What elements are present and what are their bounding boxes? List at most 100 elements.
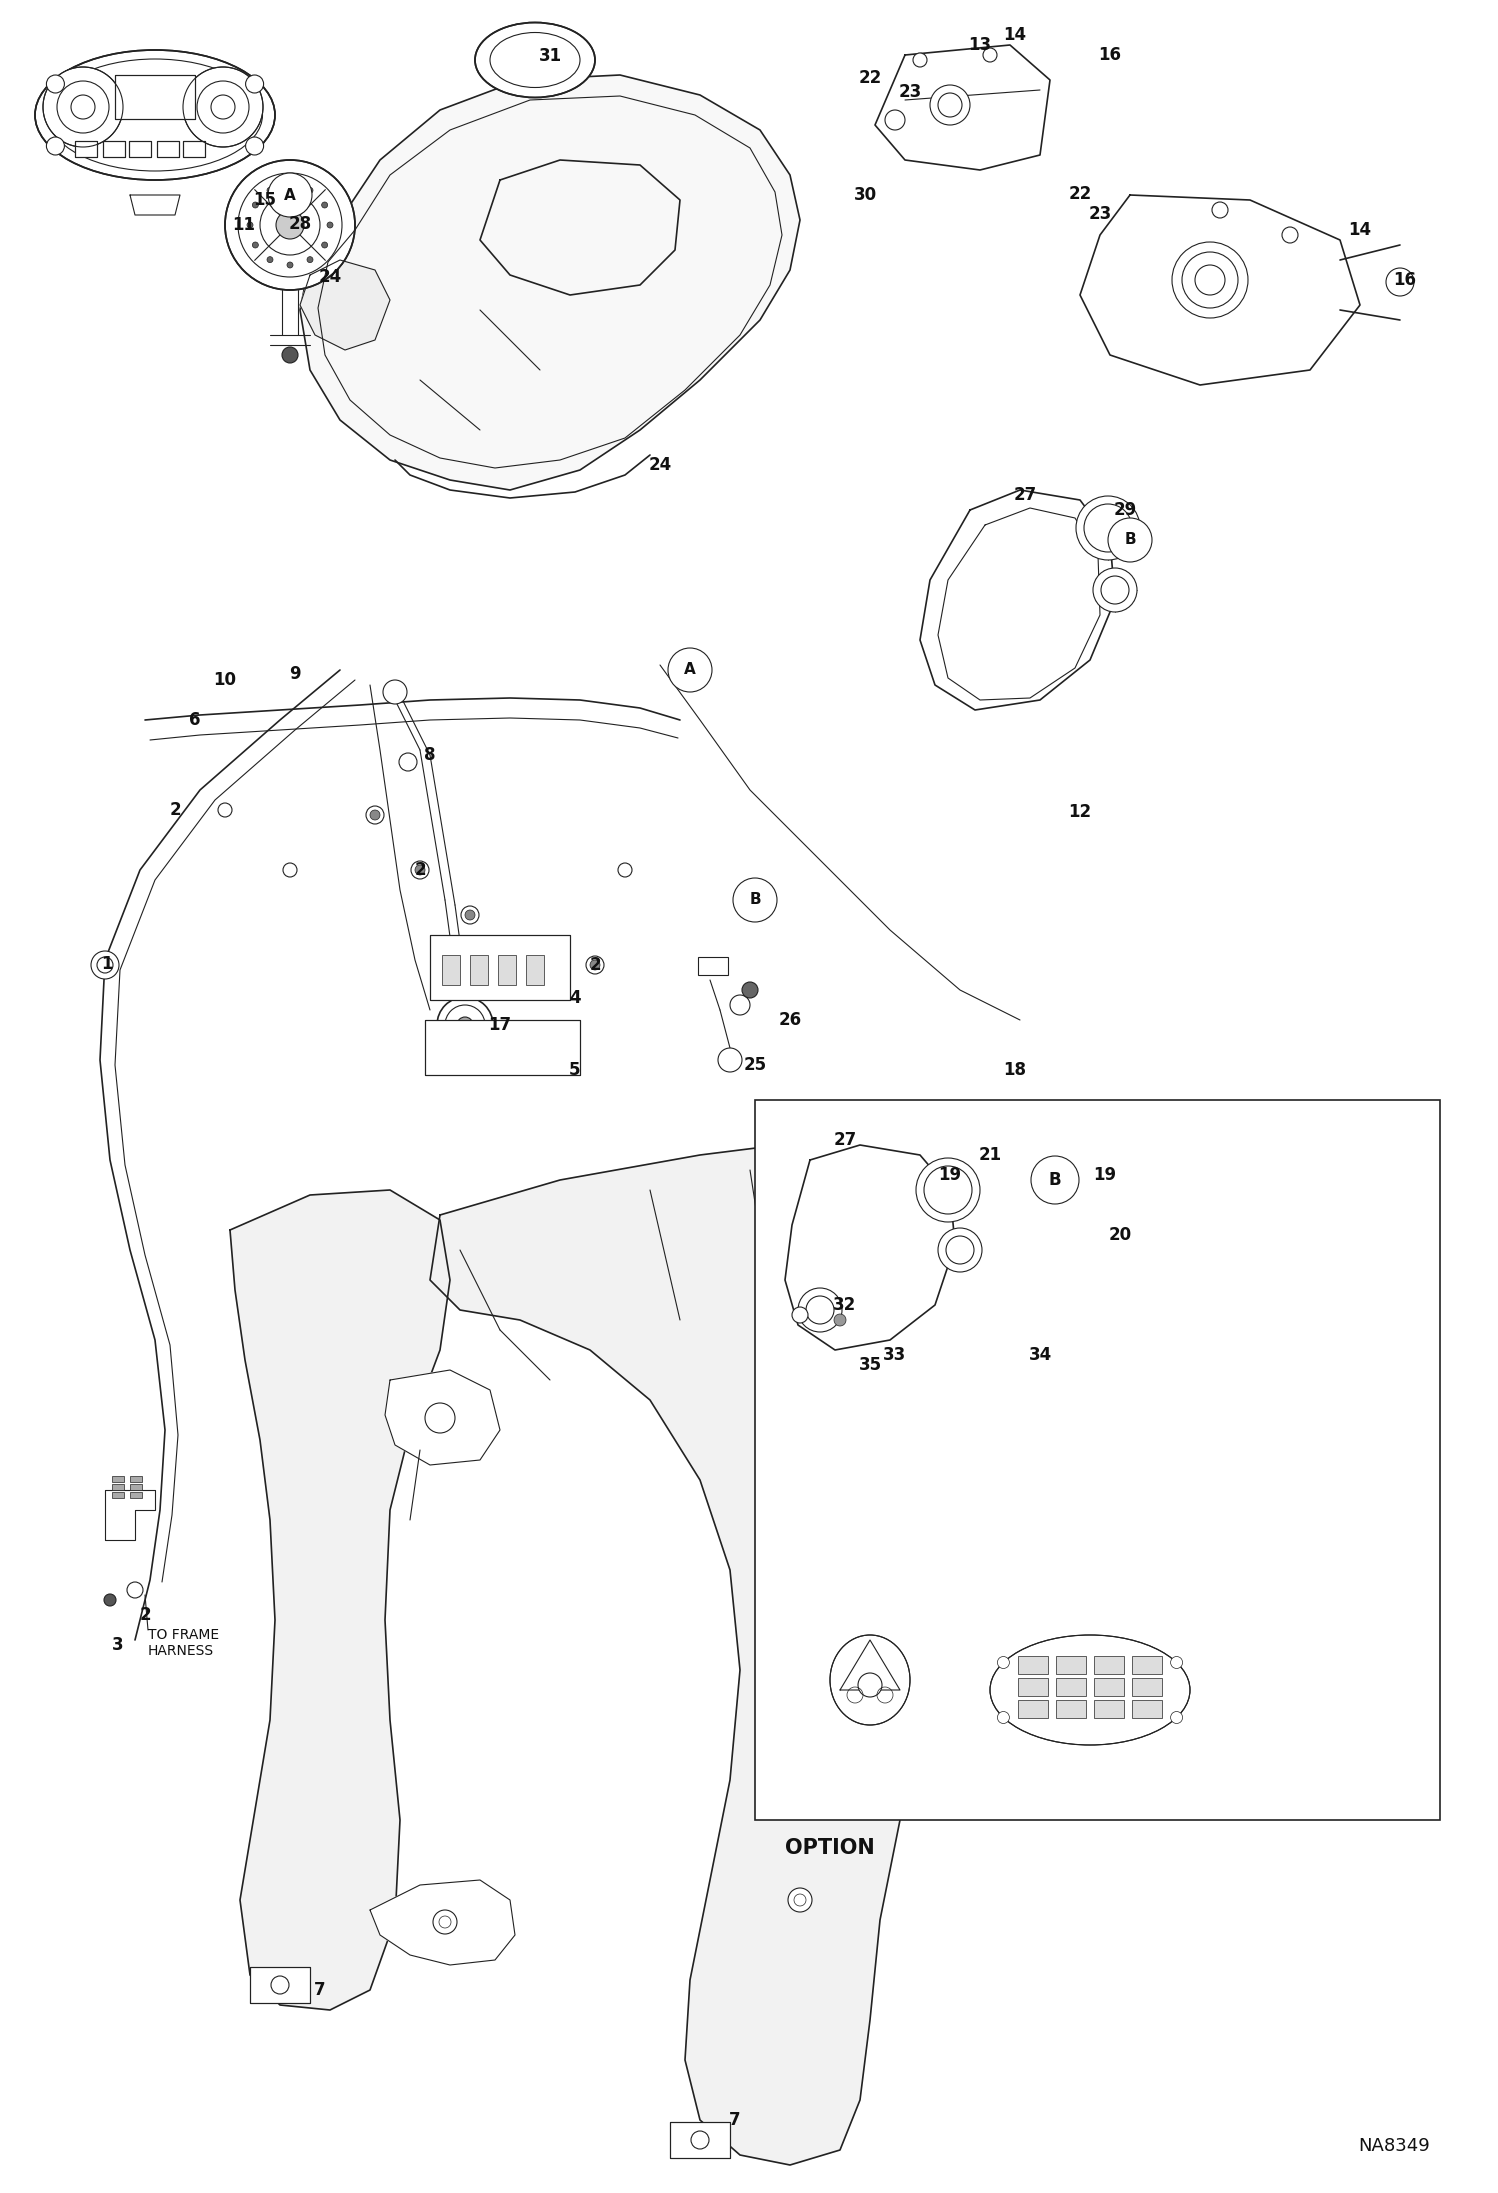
- Text: 21: 21: [978, 1147, 1002, 1164]
- Circle shape: [288, 261, 294, 268]
- Bar: [115, 75, 195, 118]
- Bar: [183, 140, 205, 158]
- Bar: [250, 1967, 310, 2002]
- Text: B: B: [1124, 533, 1135, 548]
- Bar: [130, 1476, 142, 1482]
- Circle shape: [268, 173, 312, 217]
- Circle shape: [1076, 496, 1140, 559]
- Circle shape: [246, 136, 264, 156]
- Circle shape: [307, 257, 313, 263]
- Bar: [112, 1476, 124, 1482]
- Circle shape: [91, 952, 118, 978]
- Bar: [470, 954, 488, 985]
- Circle shape: [915, 1158, 980, 1222]
- Circle shape: [788, 1888, 812, 1912]
- Text: 28: 28: [289, 215, 312, 232]
- Polygon shape: [300, 75, 800, 489]
- Text: 22: 22: [1068, 184, 1092, 204]
- Bar: [250, 1967, 310, 2002]
- Circle shape: [768, 1669, 792, 1693]
- Circle shape: [219, 803, 232, 818]
- Text: 16: 16: [1393, 272, 1417, 289]
- Text: 22: 22: [858, 68, 882, 88]
- Circle shape: [183, 68, 264, 147]
- Ellipse shape: [830, 1636, 909, 1726]
- Circle shape: [283, 864, 297, 877]
- Polygon shape: [840, 1640, 900, 1691]
- Circle shape: [425, 1404, 455, 1432]
- Circle shape: [43, 68, 123, 147]
- Text: 23: 23: [1089, 204, 1112, 224]
- Text: 29: 29: [1113, 500, 1137, 520]
- Bar: [1094, 1700, 1124, 1717]
- Text: 7: 7: [315, 1980, 325, 2000]
- Bar: [75, 140, 97, 158]
- Text: 26: 26: [779, 1011, 801, 1029]
- Bar: [130, 1491, 142, 1498]
- Circle shape: [322, 202, 328, 208]
- Circle shape: [619, 864, 632, 877]
- Circle shape: [798, 1287, 842, 1331]
- Circle shape: [912, 53, 927, 68]
- Text: B: B: [1049, 1171, 1061, 1189]
- Bar: [1094, 1678, 1124, 1695]
- Text: 19: 19: [938, 1167, 962, 1184]
- Text: 10: 10: [214, 671, 237, 689]
- Bar: [698, 956, 728, 976]
- Bar: [1132, 1656, 1162, 1673]
- Text: A: A: [685, 662, 697, 678]
- Bar: [526, 954, 544, 985]
- Ellipse shape: [475, 22, 595, 96]
- Circle shape: [1171, 241, 1248, 318]
- Bar: [430, 934, 571, 1000]
- Polygon shape: [920, 489, 1115, 711]
- Bar: [129, 140, 151, 158]
- Bar: [157, 140, 178, 158]
- Bar: [670, 2123, 730, 2158]
- Text: 27: 27: [833, 1132, 857, 1149]
- Polygon shape: [105, 1489, 154, 1539]
- Circle shape: [586, 956, 604, 974]
- Circle shape: [998, 1711, 1010, 1724]
- Circle shape: [267, 257, 273, 263]
- Circle shape: [938, 1228, 983, 1272]
- Circle shape: [271, 1976, 289, 1993]
- Bar: [130, 1485, 142, 1489]
- Circle shape: [792, 1307, 807, 1322]
- Circle shape: [590, 961, 601, 969]
- Circle shape: [46, 136, 64, 156]
- Text: 5: 5: [569, 1061, 581, 1079]
- Bar: [425, 1020, 580, 1075]
- Text: 16: 16: [1098, 46, 1122, 64]
- Bar: [1019, 1656, 1049, 1673]
- Bar: [1056, 1656, 1086, 1673]
- Ellipse shape: [34, 50, 276, 180]
- Circle shape: [1031, 1156, 1079, 1204]
- Text: 11: 11: [232, 215, 256, 235]
- Circle shape: [252, 241, 258, 248]
- Bar: [1019, 1678, 1049, 1695]
- Circle shape: [691, 2132, 709, 2149]
- Text: 18: 18: [1004, 1061, 1026, 1079]
- Text: 1: 1: [102, 954, 112, 974]
- Circle shape: [998, 1656, 1010, 1669]
- Circle shape: [437, 998, 493, 1053]
- Text: 27: 27: [1013, 487, 1037, 504]
- Circle shape: [718, 1048, 742, 1072]
- Bar: [1019, 1700, 1049, 1717]
- Bar: [1132, 1678, 1162, 1695]
- Circle shape: [461, 906, 479, 923]
- Bar: [430, 934, 571, 1000]
- Bar: [1094, 1656, 1124, 1673]
- Circle shape: [252, 202, 258, 208]
- Circle shape: [267, 186, 273, 193]
- Text: 19: 19: [1094, 1167, 1116, 1184]
- Circle shape: [383, 680, 407, 704]
- Circle shape: [930, 86, 971, 125]
- Text: 33: 33: [884, 1347, 906, 1364]
- Text: 30: 30: [854, 186, 876, 204]
- Circle shape: [103, 1594, 115, 1605]
- Bar: [103, 140, 124, 158]
- Text: 12: 12: [1068, 803, 1092, 820]
- Text: 32: 32: [833, 1296, 857, 1314]
